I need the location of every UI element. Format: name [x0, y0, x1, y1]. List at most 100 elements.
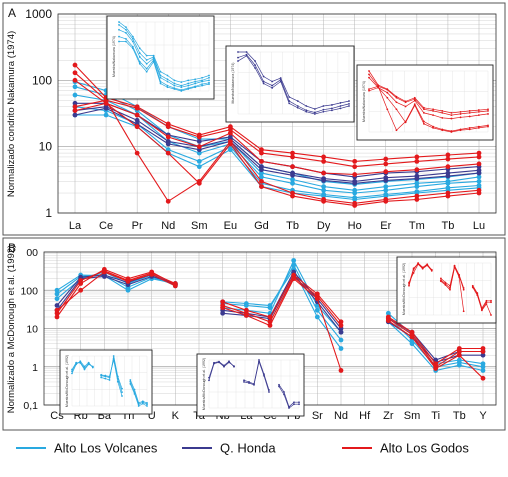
data-point	[220, 310, 226, 316]
inset-data-point	[121, 395, 123, 397]
data-point	[290, 150, 295, 156]
y-tick-label: 10	[26, 324, 38, 336]
data-point	[352, 203, 358, 208]
inset-y-label: Muestra/McDonough et al. (1992)	[202, 358, 206, 410]
inset-data-point	[262, 80, 265, 83]
inset-data-point	[237, 60, 239, 62]
inset-data-point	[477, 109, 480, 111]
inset-data-point	[490, 301, 492, 304]
inset-data-point	[283, 393, 285, 396]
inset-data-point	[125, 28, 127, 31]
data-point	[290, 164, 295, 170]
inset-data-point	[145, 70, 148, 73]
y-tick-label: 1	[32, 362, 38, 374]
inset-data-point	[131, 40, 134, 43]
panel-a-series	[72, 62, 482, 208]
inset-data-point	[131, 45, 134, 48]
inset-data-point	[395, 129, 398, 132]
inset-data-point	[121, 391, 123, 394]
x-tick-label: Zr	[383, 410, 394, 422]
inset-data-point	[187, 79, 190, 82]
series-line	[222, 274, 342, 323]
inset-data-point	[449, 288, 451, 291]
inset-data-point	[173, 79, 176, 82]
inset-data-point	[208, 81, 210, 84]
inset-data-point	[288, 96, 291, 98]
inset-data-point	[271, 84, 274, 87]
data-point	[476, 154, 482, 160]
series-line	[222, 276, 342, 326]
panel-a-insets: Muestra/Nakamura (1974) Muestra/Nakamura …	[106, 15, 494, 141]
x-tick-label: Sr	[312, 410, 323, 422]
inset-data-point	[413, 99, 416, 102]
series-alto-los-godos	[54, 269, 486, 381]
inset-series-line	[118, 29, 210, 88]
x-tick-label: Gd	[254, 220, 269, 232]
data-point	[414, 154, 420, 160]
data-point	[338, 319, 344, 325]
inset-data-point	[288, 102, 291, 105]
inset-data-point	[377, 86, 380, 89]
inset-data-point	[288, 407, 290, 409]
data-point	[314, 296, 320, 302]
inset-data-point	[131, 35, 134, 38]
data-point	[445, 156, 451, 162]
data-point	[72, 70, 78, 76]
inset-data-point	[386, 88, 389, 91]
inset-data-point	[485, 303, 488, 305]
inset-data-point	[404, 121, 407, 124]
data-point	[54, 291, 60, 297]
inset-data-point	[279, 77, 282, 79]
data-point	[476, 161, 482, 167]
data-point	[409, 341, 415, 347]
data-point	[352, 172, 358, 177]
data-point	[433, 366, 439, 371]
inset-data-point	[208, 379, 210, 382]
inset-data-point	[201, 83, 203, 86]
series-line	[222, 268, 342, 349]
data-point	[414, 158, 420, 164]
inset-data-point	[208, 76, 210, 79]
inset-data-point	[432, 110, 434, 112]
series-alto-los-godos	[72, 100, 482, 208]
data-point	[290, 172, 295, 178]
inset-frame	[196, 353, 305, 417]
panel-a-frame	[2, 2, 506, 236]
series-line	[56, 275, 176, 311]
data-point	[134, 105, 140, 111]
inset-data-point	[432, 114, 434, 117]
inset-data-point	[87, 363, 90, 366]
data-point	[383, 193, 389, 199]
inset-frame	[396, 256, 497, 324]
inset-data-point	[152, 54, 155, 57]
inset-data-point	[348, 103, 350, 105]
data-point	[165, 147, 171, 153]
inset-data-point	[368, 88, 370, 91]
inset-frame	[106, 15, 215, 100]
data-point	[352, 197, 358, 202]
data-point	[103, 100, 109, 106]
inset-data-point	[368, 70, 370, 72]
inset-data-point	[243, 381, 245, 383]
inset-data-point	[146, 403, 148, 406]
legend-label: Q. Honda	[220, 441, 276, 456]
data-point	[72, 104, 78, 110]
inset-data-point	[413, 96, 416, 99]
inset-data-point	[423, 122, 425, 125]
inset-data-point	[296, 106, 299, 109]
x-tick-label: Nd	[161, 220, 175, 232]
inset-data-point	[450, 117, 453, 120]
inset-data-point	[377, 85, 380, 88]
x-tick-label: Er	[380, 220, 391, 232]
data-point	[220, 299, 226, 305]
data-point	[243, 301, 249, 306]
inset-alto-los-volcanes: Muestra/Nakamura (1974)	[106, 15, 215, 100]
inset-data-point	[173, 88, 176, 90]
x-tick-label: Ho	[348, 220, 362, 232]
inset-data-point	[118, 40, 120, 43]
inset-data-point	[208, 79, 210, 82]
inset-series-line	[118, 21, 210, 83]
inset-data-point	[129, 379, 132, 381]
data-point	[445, 193, 451, 199]
